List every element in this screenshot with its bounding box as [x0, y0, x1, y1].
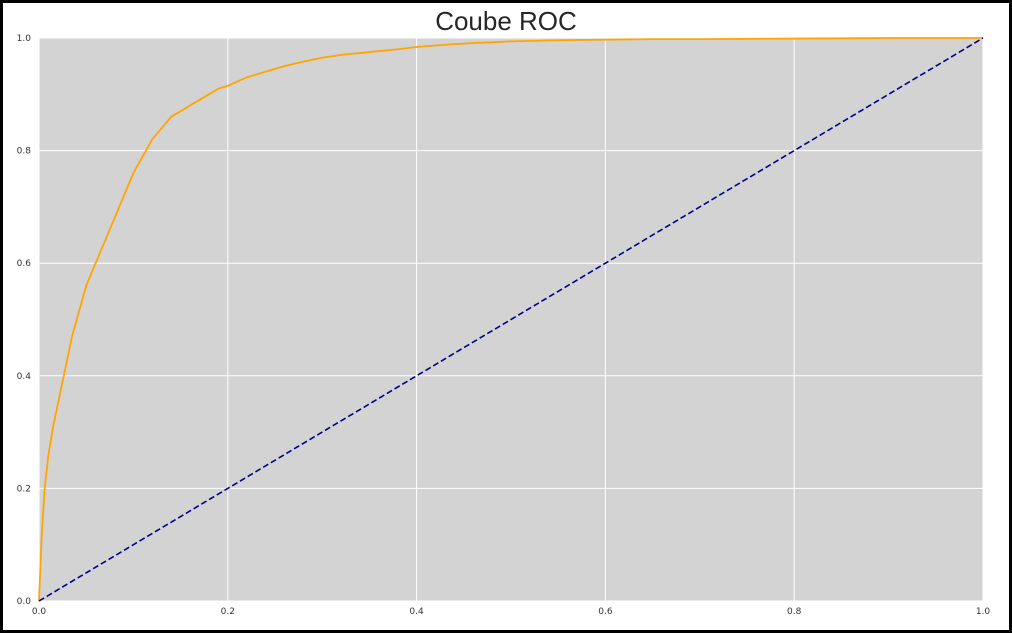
y-tick-label: 0.2 [17, 484, 31, 494]
y-tick-label: 1.0 [17, 34, 32, 44]
y-tick-label: 0.4 [17, 372, 32, 382]
series-layer [38, 37, 984, 602]
x-tick-label: 0.0 [32, 607, 47, 617]
y-tick-label: 0.0 [17, 597, 32, 607]
chance-diagonal-line [38, 37, 984, 602]
x-tick-label: 0.6 [598, 607, 613, 617]
chart-title: Coube ROC [435, 6, 577, 36]
x-tick-label: 0.2 [221, 607, 235, 617]
y-tick-label: 0.8 [17, 147, 32, 157]
x-tick-label: 1.0 [976, 607, 991, 617]
x-tick-label: 0.8 [787, 607, 802, 617]
grid-layer [38, 37, 984, 602]
x-tick-label: 0.4 [409, 607, 424, 617]
roc-curve-line [38, 37, 983, 602]
tick-layer: 0.0 0.2 0.4 0.6 0.8 1.0 0.0 0.2 0.4 0.6 0.8 1.0 [17, 34, 991, 617]
y-tick-label: 0.6 [17, 259, 32, 269]
